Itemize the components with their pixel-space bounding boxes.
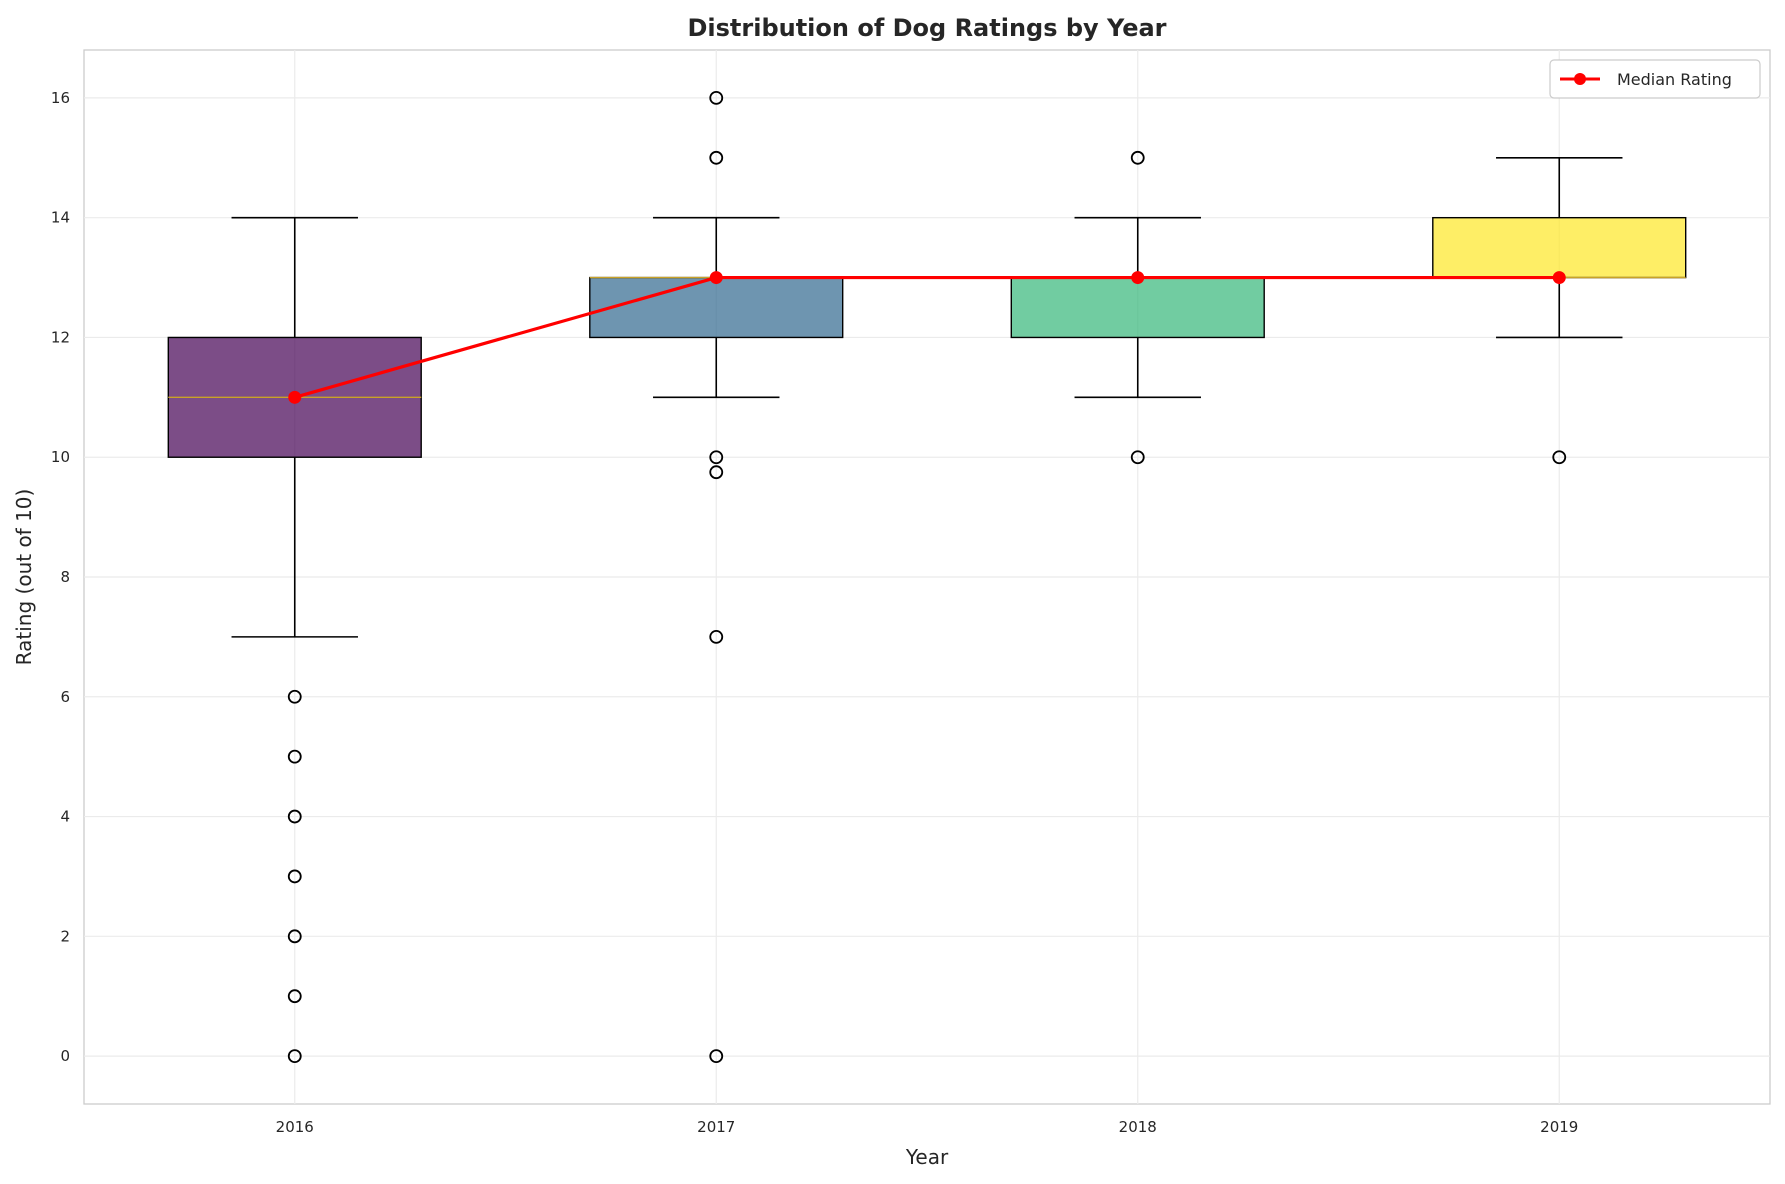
median-rating-point <box>709 271 723 285</box>
median-rating-line <box>294 275 1560 399</box>
outlier-point <box>1130 450 1145 465</box>
y-tick-label: 4 <box>60 808 70 826</box>
median-rating-point <box>1131 271 1145 285</box>
outlier-point <box>287 989 302 1004</box>
outlier-point <box>287 809 302 824</box>
outlier-point <box>709 1049 724 1063</box>
outlier-point <box>287 929 302 944</box>
y-tick-label: 6 <box>60 688 70 706</box>
legend-box <box>1549 59 1761 99</box>
legend-label: Median Rating <box>1617 70 1732 89</box>
x-tick-label: 2019 <box>1540 1118 1578 1136</box>
y-axis-label: Rating (out of 10) <box>12 489 36 666</box>
box-2017 <box>589 276 844 339</box>
outlier-point <box>709 150 724 165</box>
y-tick-label: 10 <box>51 448 70 466</box>
outlier-point <box>1552 450 1567 465</box>
y-tick-label: 12 <box>51 328 70 346</box>
legend-marker-swatch <box>1574 73 1586 85</box>
y-tick-label: 8 <box>60 568 70 586</box>
outlier-point <box>287 749 302 764</box>
outlier-point <box>287 869 302 884</box>
outlier-point <box>709 450 724 465</box>
x-tick-label: 2018 <box>1119 1118 1157 1136</box>
legend: Median Rating <box>1549 59 1761 99</box>
median-rating-point <box>288 390 302 404</box>
box-2019 <box>1432 216 1687 279</box>
outlier-point <box>709 465 724 480</box>
box-2018 <box>1010 276 1265 339</box>
y-tick-label: 14 <box>51 209 70 227</box>
outlier-point <box>287 1049 302 1063</box>
outlier-point <box>1130 150 1145 165</box>
y-tick-label: 2 <box>60 927 70 945</box>
x-axis-label: Year <box>905 1145 949 1169</box>
tick-layer: 0 2 4 6 8 10 12 14 16 2016 2017 2018 2019 <box>51 89 1578 1136</box>
chart-title: Distribution of Dog Ratings by Year <box>687 14 1166 42</box>
x-tick-label: 2017 <box>697 1118 735 1136</box>
y-tick-label: 16 <box>51 89 70 107</box>
y-tick-label: 0 <box>60 1047 70 1065</box>
median-rating-point <box>1552 271 1566 285</box>
outlier-point <box>709 629 724 644</box>
median-line-layer <box>288 271 1566 404</box>
outlier-point <box>709 91 724 105</box>
outlier-point <box>287 689 302 704</box>
x-tick-label: 2016 <box>276 1118 314 1136</box>
